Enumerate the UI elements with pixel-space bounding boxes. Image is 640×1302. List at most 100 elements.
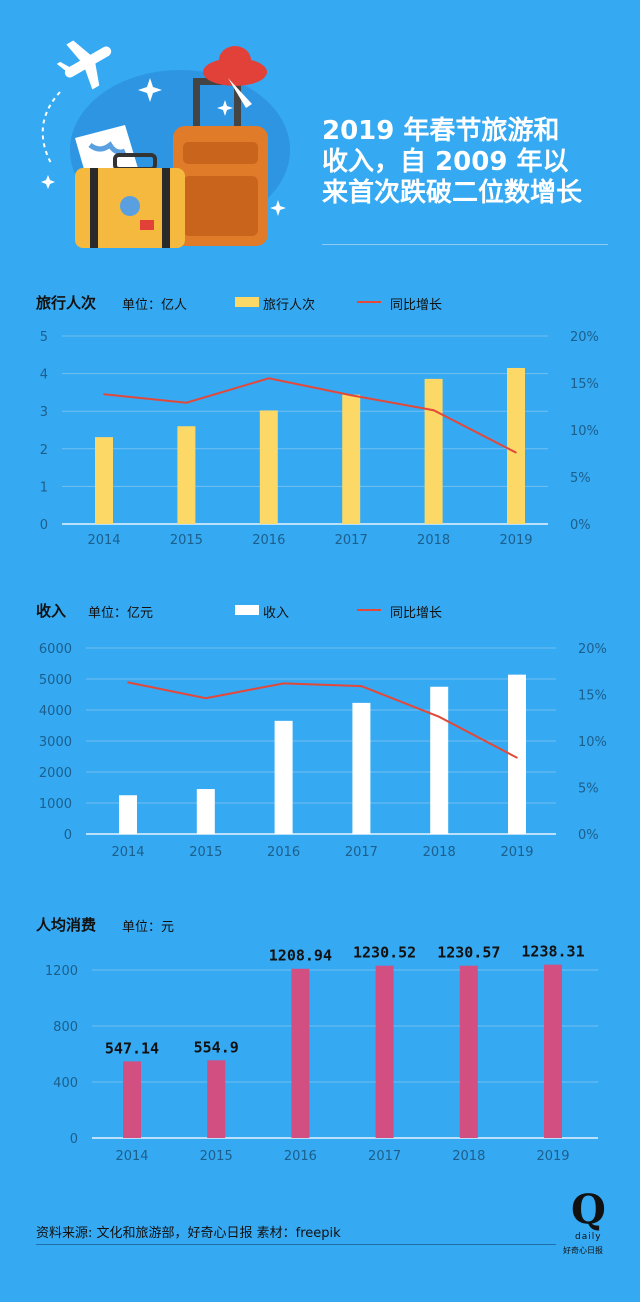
y-tick-label: 1200 xyxy=(45,964,78,979)
x-tick-label: 2019 xyxy=(500,845,533,860)
y-tick-label: 3000 xyxy=(39,735,72,750)
trips-unit-label: 单位：亿人 xyxy=(122,298,188,313)
bar xyxy=(259,410,278,524)
y-tick-label: 1000 xyxy=(39,797,72,812)
spending-section-title: 人均消费 xyxy=(36,916,97,934)
y-tick-label: 5 xyxy=(40,330,48,345)
bar xyxy=(342,394,361,524)
spending-chart: 0 400 800 1200 2014 2015 2016 2017 2018 2019 547.1… xyxy=(45,943,598,1164)
data-label: 554.9 xyxy=(194,1038,239,1056)
y2-tick-label: 5% xyxy=(578,782,599,797)
orange-suitcase-icon xyxy=(173,78,268,246)
growth-point xyxy=(185,401,188,404)
y-tick-label: 4 xyxy=(40,368,48,383)
yellow-suitcase-icon xyxy=(75,153,185,248)
bar xyxy=(207,1060,226,1138)
data-label: 1238.31 xyxy=(521,943,584,961)
bar xyxy=(177,426,196,524)
y2-tick-label: 0% xyxy=(578,828,599,843)
y2-tick-label: 10% xyxy=(578,735,607,750)
x-tick-label: 2014 xyxy=(111,845,144,860)
x-tick-label: 2019 xyxy=(536,1149,569,1164)
x-tick-label: 2014 xyxy=(115,1149,148,1164)
growth-point xyxy=(205,697,207,700)
growth-point xyxy=(127,681,129,684)
x-tick-label: 2019 xyxy=(499,533,532,548)
growth-point xyxy=(516,756,518,759)
y2-tick-label: 20% xyxy=(578,642,607,657)
growth-point xyxy=(515,451,517,454)
bar xyxy=(424,378,443,524)
income-section-title: 收入 xyxy=(36,602,67,620)
red-hat-icon xyxy=(203,46,267,108)
growth-point xyxy=(360,685,363,687)
income-legend-line-label: 同比增长 xyxy=(390,606,443,621)
y2-tick-label: 20% xyxy=(570,330,599,345)
bar xyxy=(95,437,113,524)
growth-point xyxy=(103,393,105,396)
trips-section-title: 旅行人次 xyxy=(36,294,97,312)
x-tick-label: 2016 xyxy=(252,533,285,548)
x-tick-label: 2016 xyxy=(267,845,300,860)
airplane-icon xyxy=(56,40,112,90)
trips-chart: 0 1 2 3 4 5 0% 5% 10% 15% 20% 2014 2015 2016 2017 2018 2… xyxy=(40,330,599,548)
y-tick-label: 4000 xyxy=(39,704,72,719)
x-tick-label: 2015 xyxy=(170,533,203,548)
y-tick-label: 400 xyxy=(53,1076,78,1091)
income-unit-label: 单位：亿元 xyxy=(88,606,154,621)
footer-divider xyxy=(36,1244,556,1245)
bar xyxy=(352,702,371,834)
x-tick-label: 2015 xyxy=(200,1149,233,1164)
y-tick-label: 6000 xyxy=(39,642,72,657)
data-label: 1230.52 xyxy=(353,944,416,962)
y2-tick-label: 10% xyxy=(570,424,599,439)
title-divider xyxy=(322,244,608,245)
growth-line xyxy=(103,377,517,454)
logo-subtitle: 好奇心日报 xyxy=(563,1246,603,1255)
bar xyxy=(459,965,478,1138)
y-tick-label: 2000 xyxy=(39,766,72,781)
page-title: 2019 年春节旅游和 收入，自 2009 年以 来首次跌破二位数增长 xyxy=(322,116,583,208)
spending-unit-label: 单位：元 xyxy=(122,920,175,935)
y-tick-label: 0 xyxy=(70,1132,78,1147)
x-tick-label: 2014 xyxy=(87,533,120,548)
bar xyxy=(196,789,215,834)
trips-legend-bar-swatch xyxy=(235,297,259,307)
income-legend-line-swatch xyxy=(357,609,381,611)
growth-point xyxy=(268,377,270,380)
income-legend-bar-label: 收入 xyxy=(263,606,290,621)
income-legend-bar-swatch xyxy=(235,605,259,615)
bar xyxy=(430,686,449,834)
x-tick-label: 2017 xyxy=(368,1149,401,1164)
bar xyxy=(274,720,293,834)
source-note: 资料来源: 文化和旅游部，好奇心日报 素材：freepik xyxy=(36,1226,341,1241)
data-label: 1208.94 xyxy=(269,947,332,965)
trips-legend-line-label: 同比增长 xyxy=(390,298,443,313)
income-chart: 0 1000 2000 3000 4000 5000 6000 0% 5% 10% 15% 20% 20… xyxy=(39,642,607,860)
bar xyxy=(123,1061,141,1138)
data-label: 1230.57 xyxy=(437,944,500,962)
growth-point xyxy=(438,716,441,718)
bar xyxy=(375,965,394,1138)
sparkle-icon xyxy=(41,78,286,216)
x-tick-label: 2015 xyxy=(189,845,222,860)
data-label: 547.14 xyxy=(105,1039,159,1057)
trips-legend-bar-label: 旅行人次 xyxy=(263,298,316,313)
bar xyxy=(508,674,526,834)
y-tick-label: 3 xyxy=(40,405,48,420)
logo-letter: Q xyxy=(571,1186,606,1233)
growth-point xyxy=(282,682,285,685)
trips-legend-line-swatch xyxy=(357,301,381,303)
logo-word: daily xyxy=(575,1232,602,1242)
y2-tick-label: 0% xyxy=(570,518,591,533)
travel-illustration xyxy=(41,40,290,248)
x-tick-label: 2018 xyxy=(423,845,456,860)
y-tick-label: 5000 xyxy=(39,673,72,688)
flight-path xyxy=(41,91,61,166)
bar xyxy=(119,795,137,834)
bar xyxy=(544,964,562,1138)
bar xyxy=(507,367,525,524)
x-tick-label: 2017 xyxy=(345,845,378,860)
x-tick-label: 2016 xyxy=(284,1149,317,1164)
y2-tick-label: 15% xyxy=(570,377,599,392)
